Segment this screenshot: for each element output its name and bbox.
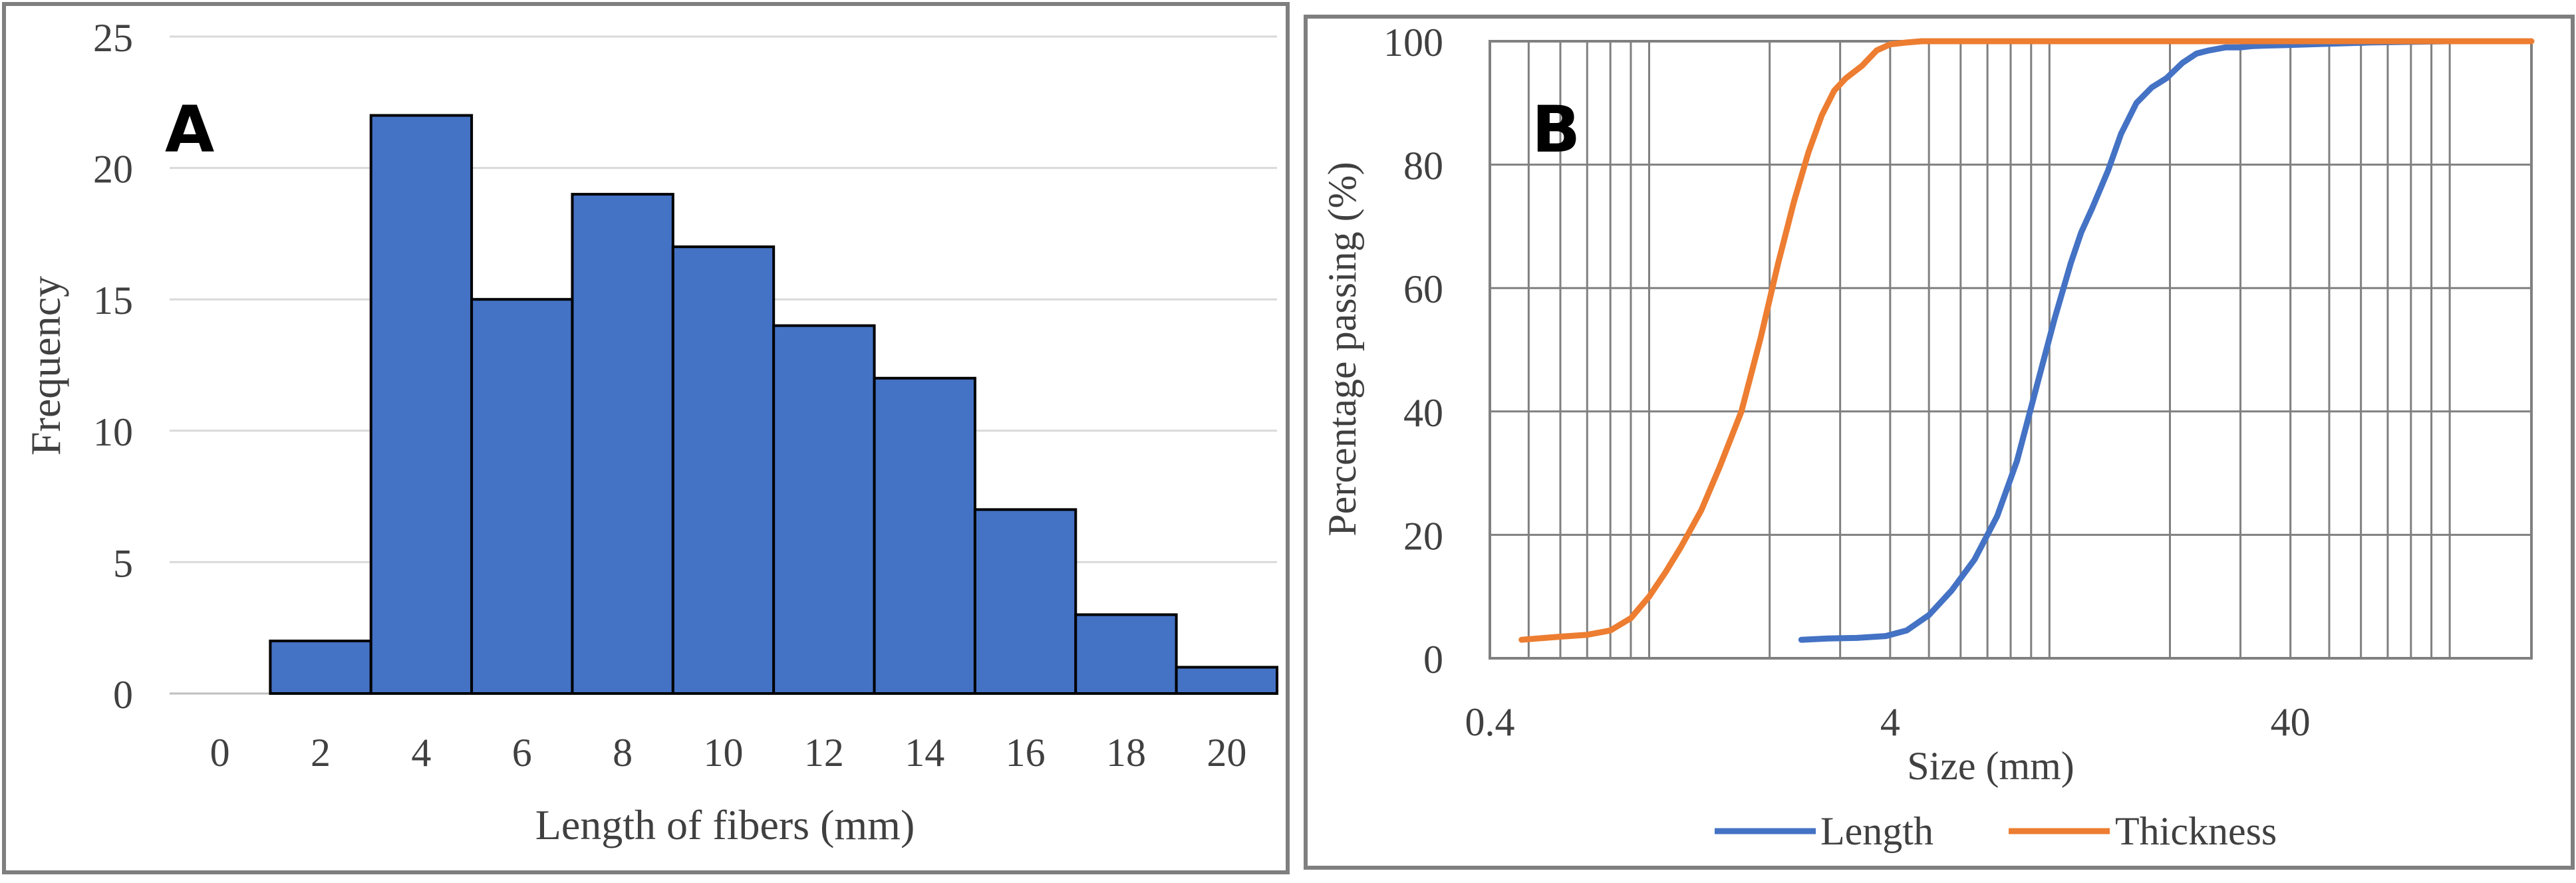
histogram-bar (1175, 666, 1278, 695)
panel-b-y-tick-label: 40 (1403, 391, 1443, 435)
panel-a-label: A (165, 92, 214, 167)
histogram-bar (369, 114, 474, 695)
histogram-bar (470, 298, 574, 695)
panel-b-series (1518, 38, 2535, 643)
panel-b-y-tick-label: 80 (1403, 144, 1443, 188)
panel-b-label: B (1532, 92, 1580, 167)
panel-b-y-tick-label: 0 (1423, 638, 1443, 682)
panel-a-x-tick-label: 8 (613, 731, 633, 775)
panel-a-x-tick-label: 10 (704, 731, 744, 775)
panel-b-y-tick-label: 60 (1403, 267, 1443, 311)
panel-a-y-tick-label: 20 (93, 148, 133, 191)
legend-length-label: Length (1820, 809, 1933, 853)
histogram-bar (873, 376, 976, 695)
panel-b-x-tick-label: 4 (1880, 700, 1900, 744)
panel-a-x-tick-label: 0 (210, 731, 230, 775)
panel-b-y-ticks: 0 20 40 60 80 100 (1383, 21, 1443, 682)
panel-b: 0 20 40 60 80 100 0.4 4 40 B Size (mm) Percenta… (1304, 15, 2575, 870)
panel-a-y-ticks: 0 5 10 15 20 25 (93, 16, 133, 717)
histogram-bar (671, 245, 776, 695)
histogram-bar (1074, 613, 1178, 695)
panel-b-x-tick-label: 0.4 (1465, 700, 1515, 744)
panel-a-x-tick-label: 14 (905, 731, 944, 775)
histogram-bar (269, 639, 372, 695)
panel-b-y-axis-label: Percentage passing (%) (1320, 162, 1364, 536)
panel-b-x-ticks: 0.4 4 40 (1465, 700, 2311, 744)
panel-b-y-tick-label: 100 (1383, 21, 1443, 64)
panel-a-x-axis-label: Length of fibers (mm) (535, 801, 915, 848)
panel-a-y-tick-label: 5 (113, 541, 133, 585)
panel-b-x-axis-label: Size (mm) (1907, 744, 2075, 788)
panel-a-x-tick-label: 18 (1106, 731, 1146, 775)
panel-a-bars (269, 114, 1278, 695)
panel-a-x-tick-label: 12 (804, 731, 844, 775)
series-line-length (1798, 38, 2523, 643)
series-line-thickness (1518, 38, 2535, 643)
histogram-bar (973, 508, 1077, 695)
panel-b-x-tick-label: 40 (2271, 700, 2311, 744)
panel-a-y-tick-label: 10 (93, 410, 133, 454)
panel-a-x-tick-label: 6 (512, 731, 532, 775)
panel-a-y-tick-label: 0 (113, 673, 133, 717)
histogram-bar (571, 193, 674, 695)
panel-a-x-tick-label: 4 (411, 731, 431, 775)
panel-a-x-ticks: 0 2 4 6 8 10 12 14 16 18 20 (210, 731, 1247, 775)
panel-a-y-tick-label: 25 (93, 16, 133, 60)
panel-a: 0 5 10 15 20 25 0 2 4 6 8 10 12 14 16 18 20 A Length of… (2, 2, 1290, 874)
panel-b-legend: Length Thickness (1715, 809, 2277, 853)
legend-thickness-label: Thickness (2115, 809, 2277, 853)
panel-a-x-tick-label: 16 (1006, 731, 1046, 775)
panel-a-x-tick-label: 20 (1207, 731, 1246, 775)
panel-a-x-tick-label: 2 (311, 731, 331, 775)
panel-a-y-axis-label: Frequency (22, 276, 69, 455)
panel-a-y-tick-label: 15 (93, 279, 133, 322)
histogram-bar (772, 324, 876, 695)
panel-b-y-tick-label: 20 (1403, 514, 1443, 558)
